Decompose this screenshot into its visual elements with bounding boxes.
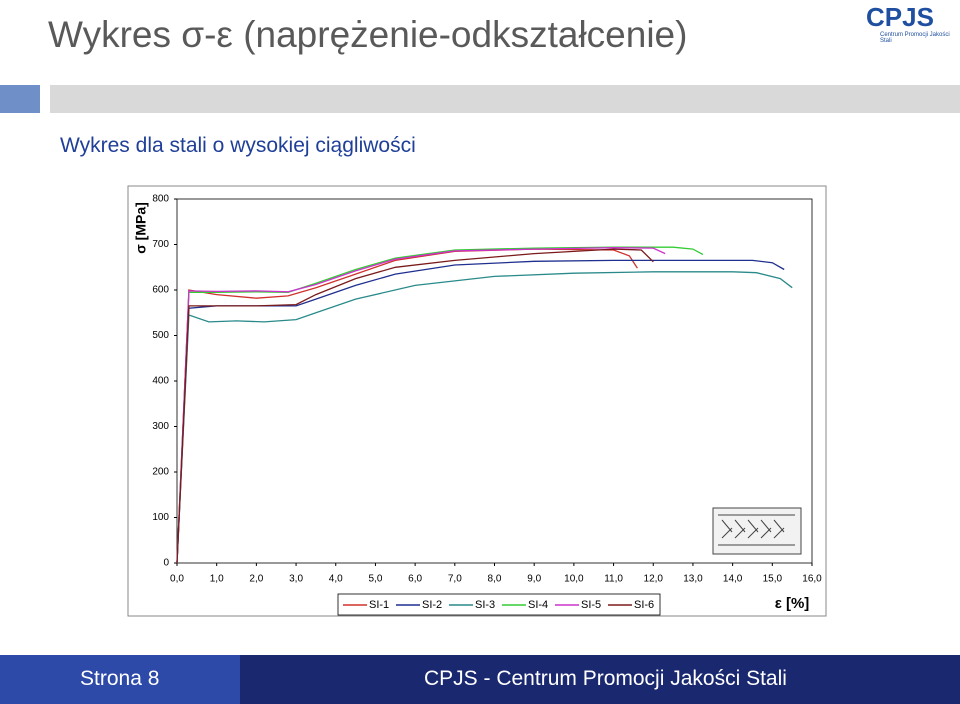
header-bar bbox=[50, 85, 960, 113]
series-line bbox=[176, 248, 638, 564]
x-tick-label: 0,0 bbox=[170, 574, 184, 585]
footer-left bbox=[0, 655, 240, 704]
footer-text: CPJS - Centrum Promocji Jakości Stali bbox=[424, 667, 787, 690]
x-tick-label: 15,0 bbox=[763, 574, 783, 585]
x-tick-label: 13,0 bbox=[683, 574, 703, 585]
x-tick-label: 10,0 bbox=[564, 574, 584, 585]
rebar-image bbox=[712, 507, 802, 555]
y-tick-label: 700 bbox=[152, 239, 169, 250]
y-tick-label: 600 bbox=[152, 285, 169, 296]
series-line bbox=[176, 247, 666, 564]
series-line bbox=[176, 246, 704, 564]
y-tick-label: 300 bbox=[152, 421, 169, 432]
x-tick-label: 11,0 bbox=[604, 574, 623, 585]
legend-label: SI-3 bbox=[475, 599, 495, 611]
legend-label: SI-2 bbox=[422, 599, 442, 611]
y-tick-label: 200 bbox=[152, 467, 169, 478]
accent-square bbox=[0, 85, 40, 113]
y-axis-title: σ [MPa] bbox=[133, 202, 149, 254]
x-tick-label: 6,0 bbox=[408, 574, 422, 585]
slide-title: Wykres σ-ε (naprężenie-odkształcenie) bbox=[48, 14, 688, 55]
logo-subtitle: Centrum Promocji Jakości Stali bbox=[880, 32, 950, 44]
logo: CPJS bbox=[866, 2, 934, 32]
x-tick-label: 3,0 bbox=[289, 574, 303, 585]
series-line bbox=[176, 248, 654, 564]
x-tick-label: 4,0 bbox=[329, 574, 343, 585]
x-tick-label: 8,0 bbox=[488, 574, 502, 585]
chart-frame bbox=[127, 185, 827, 617]
y-tick-label: 800 bbox=[152, 194, 169, 205]
legend-box bbox=[337, 593, 661, 616]
x-axis-title: ε [%] bbox=[775, 595, 810, 612]
y-tick-label: 400 bbox=[152, 376, 169, 387]
y-tick-label: 0 bbox=[163, 558, 169, 569]
legend-label: SI-4 bbox=[528, 599, 548, 611]
x-tick-label: 1,0 bbox=[210, 574, 224, 585]
y-tick-label: 100 bbox=[152, 512, 169, 523]
x-tick-label: 14,0 bbox=[723, 574, 743, 585]
legend-label: SI-5 bbox=[581, 599, 601, 611]
x-tick-label: 12,0 bbox=[644, 574, 664, 585]
x-tick-label: 2,0 bbox=[249, 574, 263, 585]
subtitle: Wykres dla stali o wysokiej ciągliwości bbox=[60, 134, 416, 157]
y-tick-label: 500 bbox=[152, 330, 169, 341]
legend-label: SI-1 bbox=[369, 599, 389, 611]
x-tick-label: 7,0 bbox=[448, 574, 462, 585]
x-tick-label: 16,0 bbox=[802, 574, 822, 585]
x-tick-label: 5,0 bbox=[368, 574, 382, 585]
series-line bbox=[176, 271, 793, 564]
legend-label: SI-6 bbox=[634, 599, 654, 611]
x-tick-label: 9,0 bbox=[527, 574, 541, 585]
page-number: Strona 8 bbox=[80, 667, 160, 690]
